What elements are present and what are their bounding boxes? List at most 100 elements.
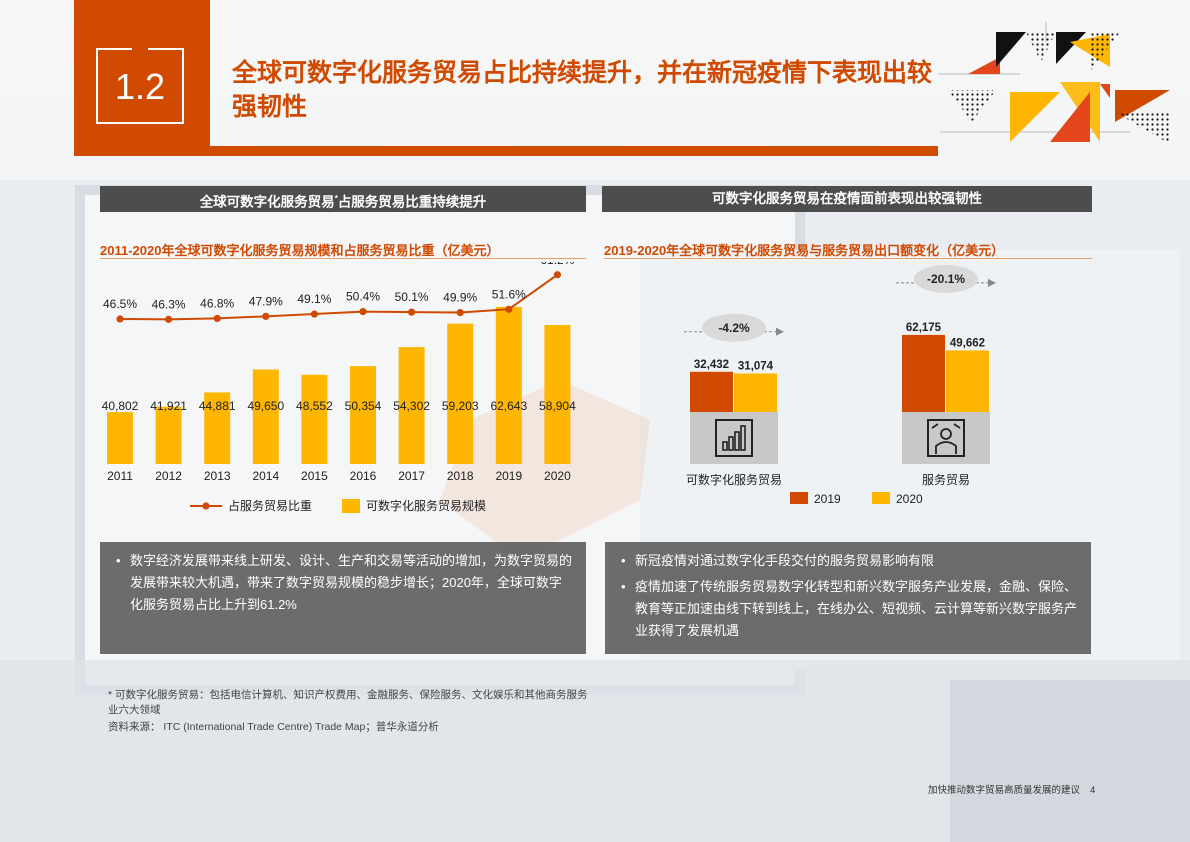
ratio-label: 61.2% <box>540 262 574 267</box>
bar-2019 <box>690 371 733 412</box>
bar-value-label: 32,432 <box>694 359 729 371</box>
x-tick-label: 2020 <box>544 469 571 483</box>
footnote: * 可数字化服务贸易：包括电信计算机、知识产权费用、金融服务、保险服务、文化娱乐… <box>108 688 588 735</box>
legend-bar-swatch <box>342 499 360 513</box>
bar-value-label: 40,802 <box>102 399 139 413</box>
footer: 加快推动数字贸易高质量发展的建议 4 <box>928 782 1095 796</box>
bar-value-label: 54,302 <box>393 399 430 413</box>
left-bullet-item: 数字经济发展带来线上研发、设计、生产和交易等活动的增加，为数字贸易的发展带来较大… <box>116 550 572 616</box>
ratio-point <box>505 305 513 313</box>
bar-2020 <box>544 324 571 464</box>
section-number: 1.2 <box>114 66 166 107</box>
ratio-label: 46.3% <box>152 297 186 311</box>
ratio-point <box>553 271 561 279</box>
category-label: 可数字化服务贸易 <box>686 472 782 487</box>
bar-2013 <box>204 392 231 464</box>
footnote-source: 资料来源： ITC (International Trade Centre) T… <box>108 721 439 733</box>
bar-2017 <box>398 347 425 464</box>
left-bullet-box: 数字经济发展带来线上研发、设计、生产和交易等活动的增加，为数字贸易的发展带来较大… <box>100 542 586 654</box>
bar-2011 <box>107 412 133 464</box>
ratio-line <box>119 273 558 321</box>
right-bullet-item: 新冠疫情对通过数字化手段交付的服务贸易影响有限 <box>621 550 1077 572</box>
x-tick-label: 2019 <box>495 469 522 483</box>
ratio-label: 46.5% <box>103 297 137 311</box>
left-section-title-a: 全球可数字化服务贸易 <box>199 194 335 210</box>
ratio-label: 49.9% <box>443 291 477 305</box>
change-label: -4.2% <box>718 321 750 335</box>
category-label: 服务贸易 <box>922 472 970 487</box>
bar-2020 <box>946 350 989 412</box>
left-chart-title-rule <box>100 258 586 259</box>
left-section-footnote-mark: * <box>334 194 338 203</box>
x-tick-label: 2013 <box>204 469 231 483</box>
x-tick-label: 2016 <box>350 469 377 483</box>
right-chart: 32,432 31,074 可数字化服务贸易 -4.2% 62,175 49,662 服务贸… <box>684 264 996 506</box>
bar-value-label: 50,354 <box>345 399 382 413</box>
bar-2016 <box>350 366 376 464</box>
bar-value-label: 59,203 <box>442 399 479 413</box>
bar-value-label: 31,074 <box>738 360 774 372</box>
bar-2019 <box>495 306 522 464</box>
right-bullet-item: 疫情加速了传统服务贸易数字化转型和新兴数字服务产业发展，金融、保险、教育等正加速… <box>621 576 1077 642</box>
left-section-title-b: 占服务贸易比重持续提升 <box>337 194 487 210</box>
ratio-point <box>262 312 270 320</box>
x-tick-label: 2018 <box>447 469 474 483</box>
bar-2015 <box>301 374 328 464</box>
bar-value-label: 62,643 <box>490 399 527 413</box>
ratio-label: 49.1% <box>297 292 331 306</box>
bar-value-label: 48,552 <box>296 399 333 413</box>
left-section-bar: 全球可数字化服务贸易*占服务贸易比重持续提升 <box>100 186 586 212</box>
ratio-point <box>165 315 173 323</box>
footer-text: 加快推动数字贸易高质量发展的建议 <box>928 785 1081 796</box>
section-number-frame: 1.2 <box>96 48 184 124</box>
page-number: 4 <box>1090 785 1096 796</box>
bar-chart-icon <box>715 419 753 457</box>
legend-2019-label: 2019 <box>814 492 841 506</box>
title-underline <box>74 146 938 156</box>
legend-bar-label: 可数字化服务贸易规模 <box>366 498 486 513</box>
bar-2014 <box>252 369 279 464</box>
ratio-point <box>408 308 416 316</box>
x-tick-label: 2014 <box>252 469 279 483</box>
change-bubble <box>702 313 766 342</box>
footnote-definition: * 可数字化服务贸易：包括电信计算机、知识产权费用、金融服务、保险服务、文化娱乐… <box>108 689 588 716</box>
right-chart-title: 2019-2020年全球可数字化服务贸易与服务贸易出口额变化（亿美元） <box>604 243 1005 258</box>
change-bubble <box>914 264 978 293</box>
legend-line-marker <box>202 502 210 510</box>
bar-2019 <box>902 334 945 412</box>
bar-value-label: 62,175 <box>906 322 942 334</box>
ratio-point <box>359 307 367 316</box>
left-chart-title: 2011-2020年全球可数字化服务贸易规模和占服务贸易比重（亿美元） <box>100 243 500 258</box>
ratio-label: 51.6% <box>492 287 526 301</box>
bar-2020 <box>734 373 777 412</box>
legend-2019-swatch <box>790 492 808 504</box>
bar-value-label: 49,662 <box>950 337 985 349</box>
change-arrow <box>776 327 784 336</box>
legend-2020-label: 2020 <box>896 492 923 506</box>
bar-value-label: 44,881 <box>199 399 236 413</box>
section-number-box: 1.2 <box>74 0 210 146</box>
right-chart-title-rule <box>604 258 1092 259</box>
x-tick-label: 2012 <box>155 469 182 483</box>
x-tick-label: 2017 <box>398 469 425 483</box>
worker-icon <box>927 419 965 457</box>
legend-line-label: 占服务贸易比重 <box>228 498 312 513</box>
right-bullet-box: 新冠疫情对通过数字化手段交付的服务贸易影响有限 疫情加速了传统服务贸易数字化转型… <box>605 542 1091 654</box>
left-chart: 40,802 2011 41,921 2012 44,881 2013 49,650 2014… <box>102 262 576 513</box>
bar-value-label: 58,904 <box>539 399 576 413</box>
right-section-bar: 可数字化服务贸易在疫情面前表现出较强韧性 <box>602 186 1092 212</box>
x-tick-label: 2011 <box>107 469 133 483</box>
ratio-label: 50.1% <box>395 290 429 304</box>
decorative-pattern <box>938 22 1170 144</box>
x-tick-label: 2015 <box>301 469 328 483</box>
ratio-label: 47.9% <box>249 294 283 308</box>
page-title: 全球可数字化服务贸易占比持续提升，并在新冠疫情下表现出较强韧性 <box>232 59 933 121</box>
ratio-label: 50.4% <box>346 290 380 304</box>
ratio-point <box>213 314 221 323</box>
bar-value-label: 41,921 <box>150 399 187 413</box>
change-arrow <box>988 278 996 287</box>
ratio-point <box>456 308 464 317</box>
bar-2012 <box>155 406 182 464</box>
bar-value-label: 49,650 <box>247 399 284 413</box>
legend-2020-swatch <box>872 492 890 504</box>
